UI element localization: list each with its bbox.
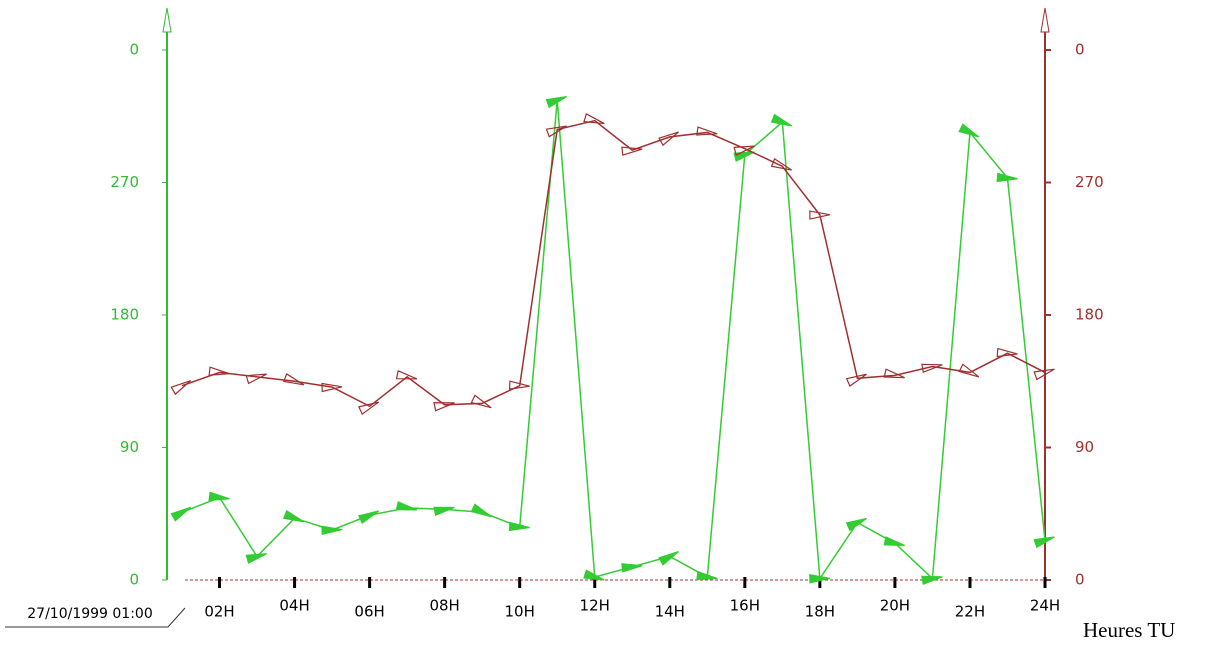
date-label: 27/10/1999 01:00 (27, 606, 153, 622)
marker (508, 380, 530, 390)
marker (583, 569, 605, 581)
marker (958, 363, 980, 378)
x-tick-label: 14H (655, 603, 685, 621)
marker (245, 553, 267, 564)
marker (282, 373, 305, 386)
marker (321, 382, 343, 393)
marker (696, 570, 718, 581)
x-tick-label: 16H (730, 597, 760, 615)
date-underline (5, 607, 186, 628)
y-tick-label: 0 (129, 41, 139, 59)
marker (545, 125, 567, 138)
marker (208, 366, 230, 376)
marker (658, 551, 679, 566)
marker (1033, 536, 1055, 549)
marker (883, 368, 905, 379)
marker (770, 157, 792, 171)
marker (809, 210, 830, 220)
marker (508, 521, 530, 532)
marker (996, 172, 1018, 183)
y2-tick-label: 90 (1075, 438, 1094, 456)
series-line (181, 99, 1046, 581)
marker (770, 113, 792, 127)
marker (470, 394, 492, 409)
y2-tick-label: 270 (1075, 173, 1104, 191)
marker (658, 131, 679, 147)
y2-axis-arrow (1040, 7, 1050, 33)
marker (170, 380, 192, 396)
marker (809, 573, 830, 584)
x-tick-label: 02H (204, 603, 234, 621)
x-tick-label: 08H (429, 597, 459, 615)
marker (733, 145, 755, 156)
x-tick-label: 18H (805, 603, 835, 621)
y-tick-label: 180 (110, 306, 139, 324)
marker (1033, 368, 1055, 381)
x-tick-label: 10H (505, 603, 535, 621)
marker (845, 517, 867, 532)
y-tick-label: 0 (129, 571, 139, 589)
marker (358, 510, 380, 524)
marker (170, 506, 192, 522)
marker (395, 501, 418, 511)
x-axis-title: Heures TU (1083, 618, 1175, 642)
marker (358, 401, 380, 416)
y2-tick-label: 0 (1075, 571, 1085, 589)
marker (282, 509, 305, 523)
marker (958, 123, 980, 138)
y2-tick-label: 180 (1075, 306, 1104, 324)
marker (883, 536, 905, 547)
x-tick-label: 24H (1030, 597, 1060, 615)
series-line (181, 119, 1046, 408)
marker (621, 563, 643, 573)
marker (433, 506, 455, 517)
marker (696, 126, 718, 136)
marker (208, 491, 230, 501)
x-tick-label: 22H (955, 603, 985, 621)
marker (921, 363, 943, 374)
y2-tick-label: 0 (1075, 41, 1085, 59)
marker (545, 96, 567, 109)
marker (996, 347, 1018, 358)
marker (845, 373, 867, 387)
x-tick-label: 20H (880, 597, 910, 615)
marker (395, 370, 418, 380)
x-tick-label: 04H (279, 597, 309, 615)
y-tick-label: 90 (120, 438, 139, 456)
marker (921, 575, 943, 586)
marker (583, 113, 605, 125)
marker (321, 525, 343, 536)
marker (621, 146, 643, 156)
marker (470, 503, 492, 518)
x-tick-label: 12H (580, 597, 610, 615)
y-tick-label: 270 (110, 173, 139, 191)
marker (433, 402, 455, 412)
x-tick-label: 06H (354, 603, 384, 621)
marker (245, 373, 267, 385)
y-axis-arrow (162, 7, 172, 33)
